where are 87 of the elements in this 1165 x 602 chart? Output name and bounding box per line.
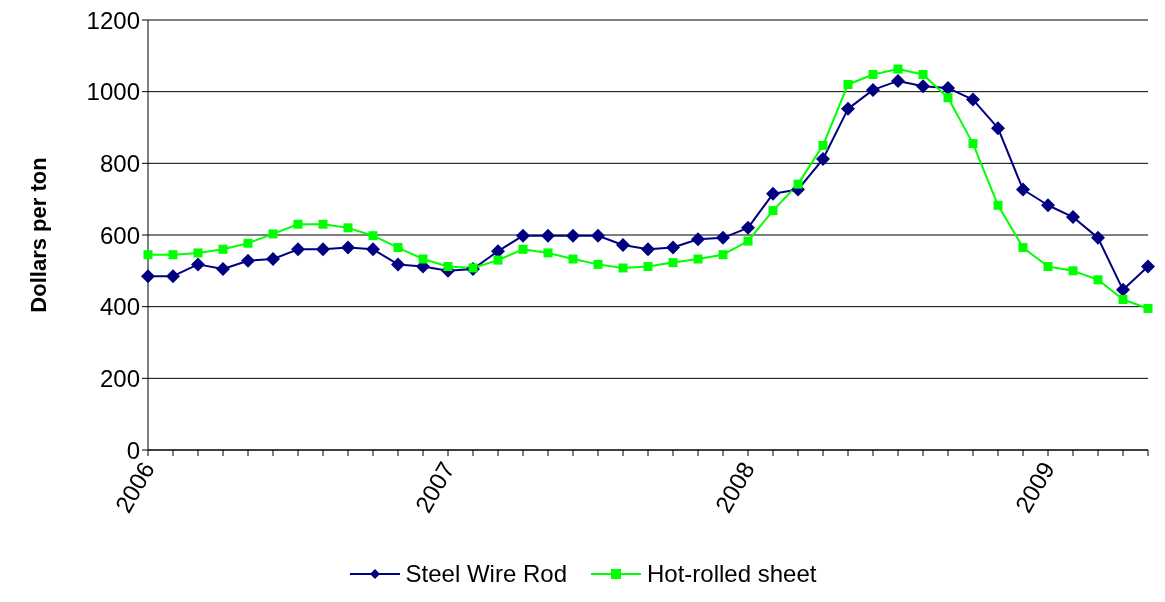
point [268, 229, 278, 239]
point [968, 139, 978, 149]
point [468, 263, 478, 273]
point [443, 262, 453, 272]
point [668, 258, 678, 268]
point [368, 231, 378, 241]
point [716, 230, 730, 245]
point [418, 254, 428, 264]
point [1041, 198, 1055, 213]
point [1043, 262, 1053, 272]
y-tick-label: 0 [126, 436, 140, 464]
point [691, 232, 705, 247]
point [343, 223, 353, 233]
point [493, 255, 503, 265]
point [1116, 282, 1130, 297]
point [241, 253, 255, 268]
y-tick-label: 1200 [86, 6, 140, 34]
point [741, 220, 755, 235]
point [568, 254, 578, 264]
y-tick-label: 200 [99, 364, 140, 392]
y-tick-label: 400 [99, 293, 140, 321]
point [516, 228, 530, 243]
point [266, 252, 280, 267]
point [868, 69, 878, 79]
point [941, 81, 955, 96]
legend-label: Steel Wire Rod [405, 560, 567, 588]
point [243, 238, 253, 248]
point [1091, 230, 1105, 245]
point [591, 228, 605, 243]
point [193, 248, 203, 258]
point [1066, 210, 1080, 225]
point [916, 79, 930, 94]
point [843, 80, 853, 89]
point [166, 269, 180, 284]
point [943, 93, 953, 103]
y-tick-label: 800 [99, 149, 140, 177]
point [341, 240, 355, 255]
point [718, 250, 728, 260]
point [293, 219, 303, 229]
point [1093, 275, 1103, 285]
point [1016, 182, 1030, 197]
point [216, 262, 230, 277]
point [891, 73, 905, 88]
point [141, 269, 155, 284]
point [768, 206, 778, 216]
point [918, 69, 928, 79]
point [693, 254, 703, 264]
y-tick-label: 600 [99, 221, 140, 249]
point [1141, 259, 1155, 274]
point [1118, 295, 1128, 304]
point [191, 257, 205, 272]
point [816, 152, 830, 167]
point [316, 242, 330, 257]
point [168, 250, 178, 260]
point [641, 242, 655, 257]
legend-label: Hot-rolled sheet [646, 560, 817, 588]
point [393, 243, 403, 253]
point [518, 244, 528, 254]
point [366, 242, 380, 257]
point [391, 257, 405, 272]
point [866, 82, 880, 97]
y-tick-label: 1000 [86, 78, 140, 106]
point [593, 259, 603, 269]
point [743, 236, 753, 246]
point [1143, 303, 1153, 313]
point [1018, 243, 1028, 253]
point [1068, 266, 1078, 276]
point [893, 64, 903, 74]
point [991, 121, 1005, 136]
point [566, 228, 580, 243]
point [966, 92, 980, 107]
point [541, 228, 555, 243]
point [543, 248, 553, 258]
point [766, 186, 780, 201]
point [218, 244, 228, 254]
point [618, 263, 628, 273]
point [841, 101, 855, 116]
point [818, 140, 828, 150]
point [793, 179, 803, 189]
point [616, 238, 630, 253]
point [666, 240, 680, 255]
point [143, 250, 153, 260]
point [993, 200, 1003, 210]
point [643, 262, 653, 272]
y-axis-title: Dollars per ton [25, 157, 51, 313]
point [291, 242, 305, 257]
point [318, 219, 328, 229]
